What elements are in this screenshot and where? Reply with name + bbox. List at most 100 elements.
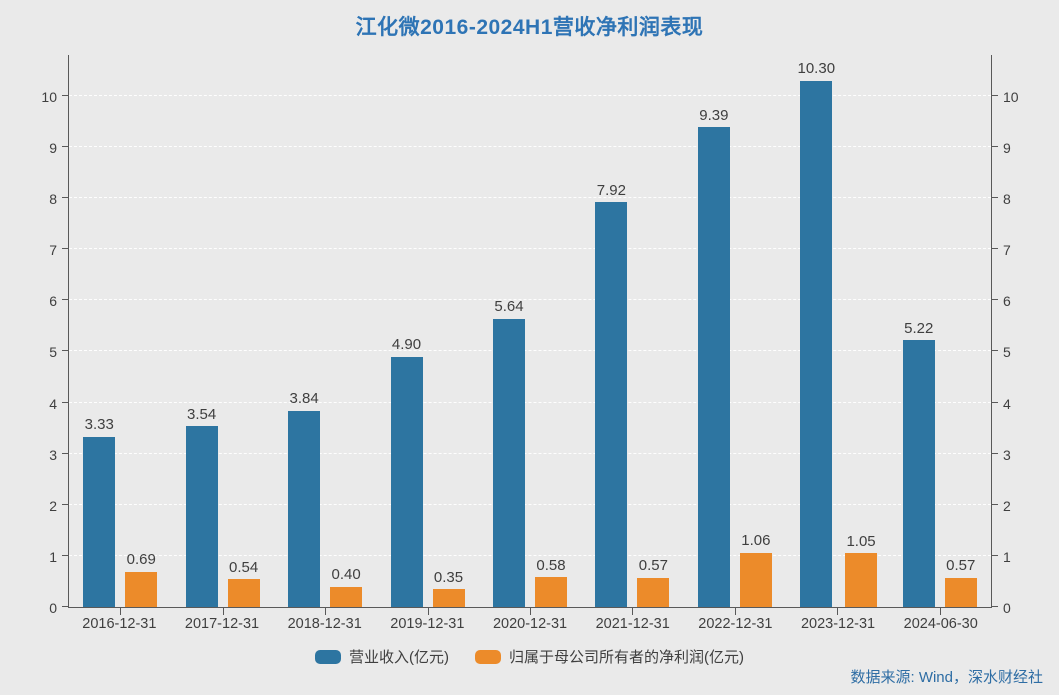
bar-group-2021-12-31: 7.92 0.57	[581, 55, 683, 615]
y-tick-mark	[62, 452, 68, 454]
y-tick-label: 8	[49, 191, 57, 208]
bar-value-label: 0.40	[331, 566, 361, 584]
y-tick-label: 4	[1003, 395, 1011, 412]
y-tick-mark	[62, 554, 68, 556]
x-axis-labels: 2016-12-31 2017-12-31 2018-12-31 2019-12-31…	[68, 616, 992, 632]
x-axis-label: 2016-12-31	[82, 616, 157, 632]
y-tick-label: 2	[1003, 497, 1011, 514]
bar-group-2023-12-31: 10.30 1.05	[786, 55, 888, 615]
profit-bar-wrap: 0.40	[330, 566, 363, 607]
y-tick-mark	[62, 299, 68, 301]
revenue-bar	[390, 356, 423, 607]
profit-bar	[944, 577, 977, 607]
revenue-bar-wrap: 3.54	[185, 405, 218, 607]
bar-value-label: 0.35	[433, 568, 464, 586]
legend-item-profit: 归属于母公司所有者的净利润(亿元)	[475, 646, 744, 667]
revenue-bar-wrap: 5.64	[492, 299, 525, 607]
revenue-bar	[902, 340, 935, 607]
y-tick-mark	[992, 248, 998, 250]
y-tick-mark	[992, 299, 998, 301]
x-tick-mark	[120, 608, 122, 615]
bar-value-label: 3.33	[84, 416, 114, 434]
profit-bar	[125, 571, 158, 607]
source-text: 数据来源: Wind，深水财经社	[850, 669, 1043, 686]
gridline	[69, 94, 991, 96]
y-tick-label: 5	[49, 344, 57, 361]
bar-group-2017-12-31: 3.54 0.54	[171, 55, 273, 615]
legend: 营业收入(亿元) 归属于母公司所有者的净利润(亿元)	[0, 646, 1059, 667]
x-tick-mark	[837, 608, 839, 615]
y-tick-label: 5	[1003, 344, 1011, 361]
plot-area: 0 0 1 1 2 2 3 3 4 4 5 5 6 6 7 7 8 8 9 9 10 10 3.33 0.69 3.54 0.5…	[41, 55, 1019, 615]
profit-bar	[227, 579, 260, 607]
y-tick-mark	[992, 350, 998, 352]
bar-value-label: 3.54	[187, 405, 217, 423]
y-tick-mark	[62, 146, 68, 148]
gridline	[69, 146, 991, 148]
bar-value-label: 0.57	[946, 557, 976, 575]
y-tick-label: 9	[1003, 140, 1011, 157]
bar-value-label: 3.84	[289, 390, 319, 408]
profit-bar	[637, 577, 670, 607]
gridline	[69, 503, 991, 505]
profit-bar-wrap: 1.05	[845, 532, 878, 607]
revenue-bar	[595, 202, 628, 607]
legend-item-revenue: 营业收入(亿元)	[315, 646, 449, 667]
y-tick-label: 3	[1003, 446, 1011, 463]
bar-value-label: 1.05	[846, 532, 876, 550]
revenue-bar	[800, 80, 833, 607]
y-tick-label: 0	[49, 600, 57, 616]
x-axis-label: 2021-12-31	[595, 616, 670, 632]
legend-swatch-icon	[475, 649, 501, 664]
bar-value-label: 0.69	[126, 551, 156, 569]
y-tick-mark	[992, 503, 998, 505]
legend-swatch-icon	[315, 649, 341, 664]
x-tick-mark	[734, 608, 736, 615]
x-tick-mark	[939, 608, 941, 615]
bar-value-label: 7.92	[596, 181, 626, 199]
bar-value-label: 4.90	[391, 336, 422, 354]
y-tick-label: 9	[49, 140, 57, 157]
revenue-bar-wrap: 7.92	[595, 181, 628, 607]
revenue-bar	[697, 127, 730, 607]
gridline	[69, 452, 991, 454]
y-tick-mark	[992, 401, 998, 403]
y-tick-label: 6	[1003, 293, 1011, 310]
x-tick-mark	[632, 608, 634, 615]
revenue-bar-wrap: 3.84	[288, 390, 321, 607]
revenue-bar-wrap: 5.22	[902, 319, 935, 607]
x-tick-mark	[427, 608, 429, 615]
revenue-bar-wrap: 3.33	[83, 416, 116, 607]
profit-bar	[845, 553, 878, 607]
gridline	[69, 248, 991, 250]
y-tick-mark	[992, 606, 998, 607]
profit-bar	[330, 586, 363, 607]
y-tick-mark	[992, 94, 998, 96]
bar-value-label: 0.54	[229, 558, 259, 576]
bar-group-2019-12-31: 4.90 0.35	[376, 55, 478, 615]
y-tick-mark	[992, 146, 998, 148]
profit-bar-wrap: 0.57	[944, 557, 977, 607]
y-tick-mark	[62, 503, 68, 505]
x-axis-label: 2018-12-31	[287, 616, 362, 632]
x-axis-label: 2024-06-30	[903, 616, 978, 632]
y-tick-label: 8	[1003, 191, 1011, 208]
y-tick-label: 7	[49, 242, 57, 259]
bar-value-label: 9.39	[699, 106, 729, 124]
revenue-bar	[492, 318, 525, 607]
chart-title: 江化微2016-2024H1营收净利润表现	[355, 16, 704, 39]
y-tick-label: 1	[1003, 548, 1011, 565]
y-tick-mark	[992, 197, 998, 199]
gridline	[69, 299, 991, 301]
y-tick-mark	[62, 248, 68, 250]
y-tick-mark	[62, 350, 68, 352]
profit-bar	[739, 552, 772, 607]
bar-group-2024-06-30: 5.22 0.57	[889, 55, 991, 615]
y-tick-mark	[62, 197, 68, 199]
bar-group-2016-12-31: 3.33 0.69	[69, 55, 171, 615]
y-tick-label: 2	[49, 497, 57, 514]
y-tick-mark	[62, 401, 68, 403]
x-axis-label: 2023-12-31	[800, 616, 876, 632]
revenue-bar	[288, 410, 321, 607]
bar-value-label: 5.22	[904, 319, 934, 337]
